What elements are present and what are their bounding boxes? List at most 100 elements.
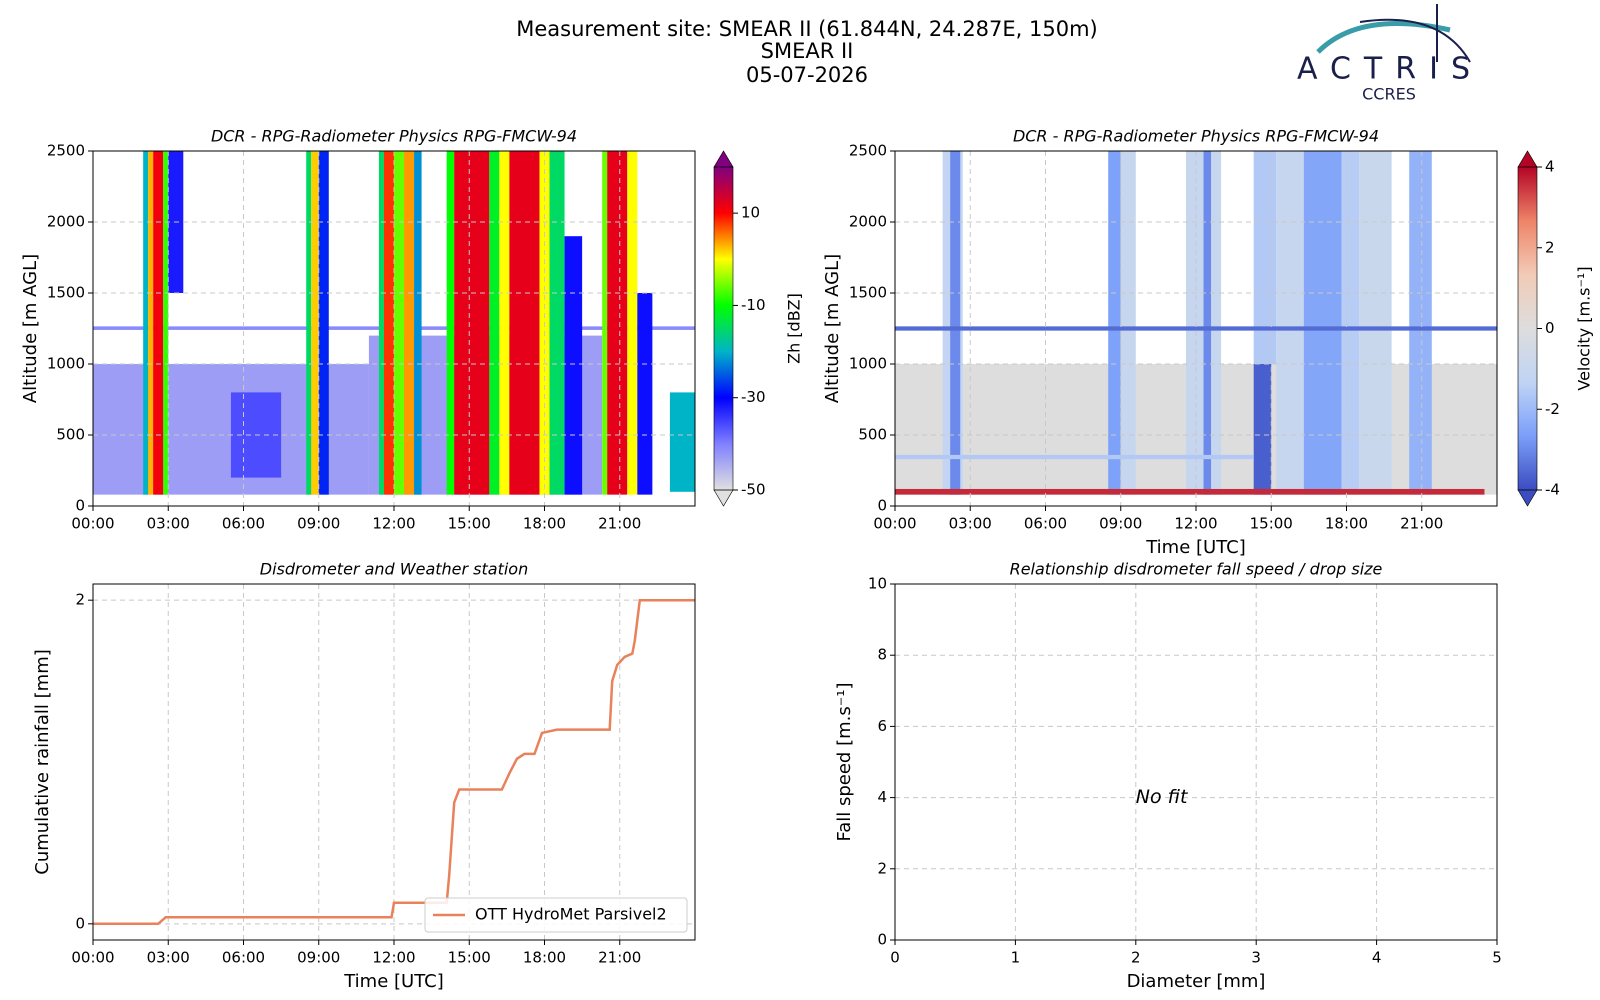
x-tick-label: 21:00 [598,515,641,533]
axes-frame [92,583,696,941]
annotation: No fit [1136,786,1189,808]
x-tick-label: 21:00 [1400,515,1443,533]
colorbar-tick-label: -30 [741,388,766,406]
y-tick-label: 2000 [849,213,887,231]
x-tick-label: 4 [1372,949,1382,967]
x-tick-label: 12:00 [1174,515,1217,533]
x-tick-label: 09:00 [297,949,340,967]
colorbar-extend [713,150,734,168]
x-axis-label: Time [UTC] [1145,537,1246,558]
header-title: Measurement site: SMEAR II (61.844N, 24.… [516,17,1098,41]
heatmap-cell [383,151,394,495]
heatmap-cell [895,454,1254,460]
y-tick-label: 2000 [47,213,85,231]
plot-area [895,584,1497,940]
x-tick-label: 00:00 [873,515,916,533]
heatmap-cell [306,151,312,495]
logo-arc [1359,18,1471,63]
y-tick-label: 0 [75,497,85,515]
header-date: 05-07-2026 [746,63,868,87]
y-axis-label: Altitude [m AGL] [20,254,41,403]
x-tick-label: 1 [1011,949,1021,967]
x-tick-label: 15:00 [1250,515,1293,533]
heatmap-cell [394,151,405,495]
panel-title: DCR - RPG-Radiometer Physics RPG-FMCW-94 [1013,127,1379,146]
heatmap-cell [627,151,638,495]
heatmap-cell [414,151,422,495]
colorbar-tick-label: -2 [1545,400,1560,418]
y-axis-label: Altitude [m AGL] [822,254,843,403]
x-tick-label: 06:00 [1024,515,1067,533]
x-tick-label: 12:00 [372,515,415,533]
y-tick-label: 0 [75,914,85,932]
heatmap-cell [446,151,455,495]
y-tick-label: 6 [877,717,887,735]
x-tick-label: 00:00 [71,515,114,533]
y-tick-label: 1500 [849,284,887,302]
logo: ACTRIS CCRES [1297,4,1483,104]
colorbar-extend [1517,489,1538,507]
heatmap-cell [378,151,384,495]
y-tick-label: 4 [877,788,887,806]
heatmap-cell [311,151,319,495]
heatmap-cell [148,151,154,495]
plot-area [895,151,1497,506]
heatmap-cell [895,488,1485,495]
x-tick-label: 0 [890,949,900,967]
heatmap-cell [1276,151,1307,495]
x-tick-label: 06:00 [222,949,265,967]
x-tick-label: 15:00 [448,515,491,533]
y-tick-label: 10 [868,575,887,593]
y-tick-label: 500 [56,426,85,444]
y-tick-label: 8 [877,646,887,664]
x-tick-label: 03:00 [949,515,992,533]
heatmap-cell [1409,151,1432,495]
logo-subtitle: CCRES [1362,85,1416,104]
legend-box [424,897,688,933]
x-tick-label: 3 [1251,949,1261,967]
x-tick-label: 09:00 [1099,515,1142,533]
heatmap-cell [1120,151,1136,495]
x-tick-label: 06:00 [222,515,265,533]
y-tick-label: 0 [877,497,887,515]
x-tick-label: 00:00 [71,949,114,967]
y-axis-label: Fall speed [m.s⁻¹] [834,683,855,842]
heatmap-cell [895,326,1497,331]
colorbar-extend [1517,150,1538,168]
x-tick-label: 15:00 [448,949,491,967]
heatmap-cell [564,236,583,495]
colorbar-tick-label: -4 [1545,481,1560,499]
heatmap-cell [549,151,565,495]
heatmap-cell [499,151,510,495]
heatmap-cell [163,151,169,495]
heatmap-cell [607,151,628,495]
colorbar: -4 -2 0 2 4 Velocity [m.s⁻¹] [1517,150,1594,507]
heatmap-cell [153,151,164,495]
colorbar-bar [1518,167,1537,490]
colorbar-tick-label: 0 [1545,319,1555,337]
x-tick-label: 5 [1492,949,1502,967]
heatmap-cell [318,151,329,495]
x-tick-label: 03:00 [147,515,190,533]
legend: OTT HydroMet Parsivel2 [424,897,688,933]
panel-title: DCR - RPG-Radiometer Physics RPG-FMCW-94 [211,127,577,146]
x-tick-label: 18:00 [523,515,566,533]
y-axis-label: Cumulative rainfall [mm] [32,649,53,875]
colorbar-tick-label: 10 [741,204,760,222]
header-site: SMEAR II [761,39,854,63]
colorbar-tick-label: -10 [741,296,766,314]
x-tick-label: 21:00 [598,949,641,967]
y-tick-label: 2500 [47,142,85,160]
logo-name: ACTRIS [1297,52,1483,87]
line-series [93,598,695,926]
colorbar-tick-label: -50 [741,481,766,499]
heatmap-cell [489,151,500,495]
x-tick-label: 2 [1131,949,1141,967]
panel: 00:00 03:00 06:00 09:00 12:00 15:00 18:00 21:00… [32,560,696,992]
heatmap-cell [454,151,490,495]
panel: 00:00 03:00 06:00 09:00 12:00 15:00 18:00 21:00… [20,127,804,533]
x-axis-label: Time [UTC] [343,971,444,992]
y-tick-label: 2500 [849,142,887,160]
panel-title: Relationship disdrometer fall speed / dr… [1010,560,1383,579]
